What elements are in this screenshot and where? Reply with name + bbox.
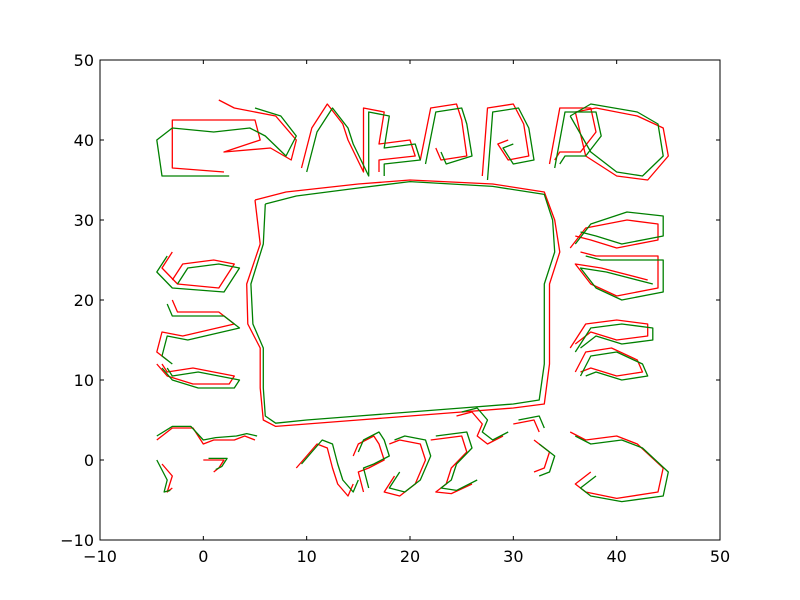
- series-0-line-4: [481, 103, 530, 177]
- series-0-line-16: [156, 427, 256, 445]
- series-1-line-1: [156, 107, 297, 177]
- series-0-line-2: [300, 103, 416, 173]
- series-1-line-15: [161, 367, 241, 389]
- series-1-line-10: [579, 351, 649, 381]
- x-tick-label: 50: [710, 547, 730, 566]
- plot-lines: [156, 99, 669, 503]
- x-tick-label: −10: [83, 547, 117, 566]
- y-tick-label: 30: [74, 211, 94, 230]
- y-tick-label: 50: [74, 51, 94, 70]
- series-1-line-8: [579, 255, 664, 301]
- series-0-line-5: [548, 107, 597, 165]
- series-0-line-18: [203, 459, 225, 473]
- series-0-line-20: [352, 435, 385, 493]
- y-tick-label: 10: [74, 371, 94, 390]
- series-0-line-13: [161, 251, 235, 289]
- series-1-line-2: [306, 107, 421, 177]
- series-1-line-20: [357, 431, 390, 489]
- series-1-line-14: [161, 303, 241, 365]
- series-0-line-24: [513, 419, 540, 433]
- series-0-line-6: [574, 107, 669, 181]
- series-1-line-5: [554, 111, 602, 169]
- y-tick-label: 20: [74, 291, 94, 310]
- x-tick-label: 0: [198, 547, 208, 566]
- series-1-line-24: [518, 415, 545, 429]
- x-tick-label: 40: [606, 547, 626, 566]
- x-tick-label: 30: [503, 547, 523, 566]
- series-1-line-17: [156, 459, 171, 493]
- series-1-line-19: [301, 439, 359, 493]
- series-0-line-21: [383, 439, 427, 497]
- series-1-line-6: [569, 103, 664, 177]
- series-1-line-16: [156, 425, 258, 441]
- plot-area-frame: [99, 59, 721, 541]
- x-axis: −10 0 10 20 30 40 50: [83, 60, 730, 566]
- series-0-line-7: [569, 219, 659, 249]
- series-0-line-8: [574, 251, 659, 297]
- series-0-line-12: [533, 439, 551, 473]
- series-0-line-10: [574, 347, 644, 377]
- series-1-line-23: [461, 407, 509, 441]
- series-0-line-3: [419, 103, 468, 161]
- series-1-line-13: [156, 255, 241, 293]
- series-1-line-0: [250, 180, 556, 424]
- series-0-line-11: [569, 431, 664, 500]
- series-1-line-22: [435, 431, 478, 492]
- y-tick-label: 0: [84, 451, 94, 470]
- series-1-line-3: [424, 107, 473, 165]
- series-0-line-19: [295, 443, 354, 497]
- series-0-line-0: [246, 179, 561, 428]
- series-0-line-15: [156, 363, 235, 385]
- x-tick-label: 20: [400, 547, 420, 566]
- series-1-line-9: [574, 323, 654, 353]
- x-tick-label: 10: [296, 547, 316, 566]
- series-1-line-4: [486, 107, 535, 181]
- y-tick-label: −10: [60, 531, 94, 550]
- series-1-line-11: [575, 435, 669, 503]
- series-1-line-21: [388, 435, 432, 493]
- series-0-line-17: [161, 463, 173, 493]
- series-0-line-22: [430, 435, 473, 495]
- series-1-line-7: [574, 211, 664, 245]
- series-1-line-18: [208, 457, 228, 471]
- series-0-line-1: [171, 99, 297, 173]
- series-1-line-12: [538, 443, 556, 477]
- y-tick-label: 40: [74, 131, 94, 150]
- series-0-line-9: [569, 319, 649, 349]
- series-0-line-14: [156, 299, 235, 361]
- series-0-line-23: [456, 411, 504, 445]
- y-axis: −10 0 10 20 30 40 50: [60, 51, 720, 550]
